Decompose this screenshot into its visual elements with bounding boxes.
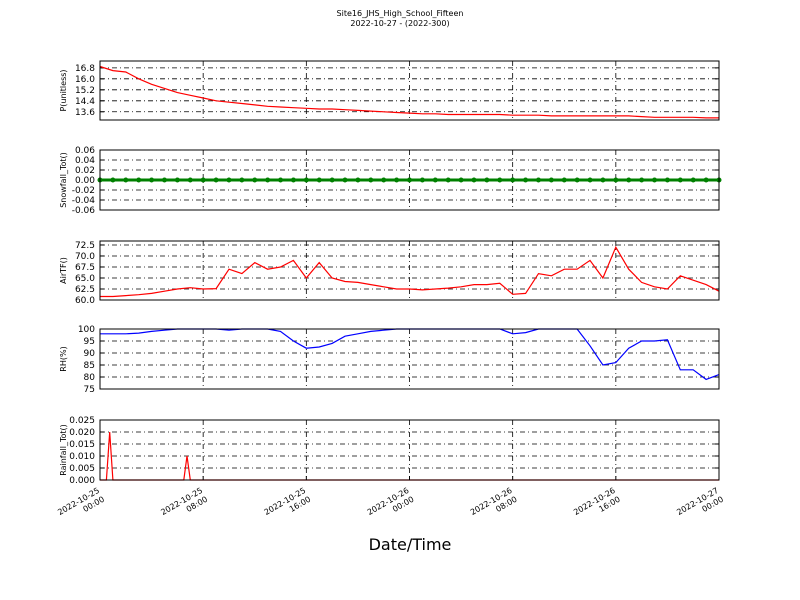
- plot-frame: [99, 149, 720, 211]
- data-point: [652, 177, 658, 183]
- data-point: [239, 177, 245, 183]
- y-tick-label: 80: [84, 373, 96, 383]
- y-tick-label: 0.005: [69, 464, 95, 474]
- subplot: P(unitless) 13.614.415.216.016.8: [59, 60, 720, 121]
- data-point: [187, 177, 193, 183]
- plot-frame: [99, 240, 720, 301]
- data-point: [381, 177, 387, 183]
- subplot: AirTF() 60.062.565.067.570.072.5: [59, 240, 720, 306]
- data-point: [161, 177, 167, 183]
- data-point: [419, 177, 425, 183]
- data-point: [587, 177, 593, 183]
- data-point: [290, 177, 296, 183]
- data-point: [677, 177, 683, 183]
- y-tick-label: 100: [78, 325, 95, 335]
- data-point: [174, 177, 180, 183]
- data-point: [664, 177, 670, 183]
- x-axis-label: Date/Time: [369, 535, 452, 554]
- y-tick-label: 70.0: [75, 252, 95, 262]
- y-tick-label: -0.04: [72, 196, 96, 206]
- subplot: RH(%) 75 80 85 90 95 100: [59, 325, 720, 395]
- chart-title: Site16_JHS_High_School_Fifteen: [337, 9, 464, 18]
- data-point: [278, 177, 284, 183]
- y-axis-label: AirTF(): [59, 257, 68, 284]
- data-point: [200, 177, 206, 183]
- y-tick-label: 13.6: [75, 108, 95, 118]
- y-tick-label: 0.020: [69, 428, 95, 438]
- data-point: [445, 177, 451, 183]
- data-point: [600, 177, 606, 183]
- data-point: [613, 177, 619, 183]
- y-tick-label: -0.02: [72, 186, 95, 196]
- y-tick-label: 72.5: [75, 241, 95, 251]
- y-tick-label: 75: [84, 385, 95, 395]
- data-line: [100, 245, 720, 298]
- y-tick-label: 16.0: [75, 75, 95, 85]
- y-axis-label: P(unitless): [59, 69, 68, 111]
- y-tick-label: -0.06: [72, 206, 96, 216]
- y-tick-label: 85: [84, 361, 95, 371]
- data-point: [690, 177, 696, 183]
- plot-frame: [99, 60, 720, 121]
- data-point: [149, 177, 155, 183]
- y-axis-label: RH(%): [59, 346, 68, 371]
- data-point: [535, 177, 541, 183]
- data-point: [548, 177, 554, 183]
- data-point: [342, 177, 348, 183]
- data-point: [407, 177, 412, 183]
- data-point: [355, 177, 361, 183]
- y-tick-label: 90: [84, 349, 96, 359]
- y-tick-label: 14.4: [75, 97, 95, 107]
- data-point: [432, 177, 438, 183]
- data-point: [303, 177, 309, 183]
- data-point: [484, 177, 490, 183]
- y-tick-label: 60.0: [75, 296, 95, 306]
- y-tick-label: 62.5: [75, 285, 95, 295]
- y-tick-label: 67.5: [75, 263, 95, 273]
- y-tick-label: 95: [84, 337, 95, 347]
- data-point: [136, 177, 142, 183]
- data-point: [523, 177, 529, 183]
- y-tick-label: 0.06: [75, 146, 95, 156]
- subplot: Rainfall_Tot()0.000 0.005 0.010 0.015 0.020 0…: [59, 416, 720, 486]
- y-tick-label: 16.8: [75, 64, 95, 74]
- y-tick-label: 0.010: [69, 452, 95, 462]
- data-point: [316, 177, 322, 183]
- data-point: [471, 177, 477, 183]
- y-axis-label: Rainfall_Tot(): [59, 424, 68, 476]
- data-point: [110, 177, 116, 183]
- y-tick-label: 0.000: [69, 476, 95, 486]
- data-point: [626, 177, 632, 183]
- data-point: [265, 177, 271, 183]
- data-point: [394, 177, 400, 183]
- y-axis-label: Snowfall_Tot(): [59, 152, 68, 208]
- data-point: [213, 177, 219, 183]
- y-tick-label: 0.015: [69, 440, 95, 450]
- data-point: [226, 177, 232, 183]
- data-point: [497, 177, 503, 183]
- data-point: [368, 177, 374, 183]
- data-point: [703, 177, 709, 183]
- data-point: [123, 177, 129, 183]
- y-tick-label: 15.2: [75, 86, 95, 96]
- plot-frame: [99, 328, 720, 390]
- data-point: [561, 177, 567, 183]
- data-point: [510, 177, 516, 183]
- chart-subtitle: 2022-10-27 - (2022-300): [350, 19, 449, 28]
- data-point: [574, 177, 580, 183]
- y-tick-label: 0.00: [75, 176, 95, 186]
- y-tick-label: 0.02: [75, 166, 95, 176]
- data-point: [329, 177, 335, 183]
- data-point: [639, 177, 645, 183]
- data-line: [99, 65, 719, 119]
- subplot: Snowfall_Tot()-0.06-0.04-0.020.000.020.0…: [59, 146, 722, 216]
- data-point: [458, 177, 464, 183]
- y-tick-label: 0.025: [69, 416, 95, 426]
- y-tick-label: 0.04: [75, 156, 95, 166]
- y-tick-label: 65.0: [75, 274, 95, 284]
- data-point: [252, 177, 258, 183]
